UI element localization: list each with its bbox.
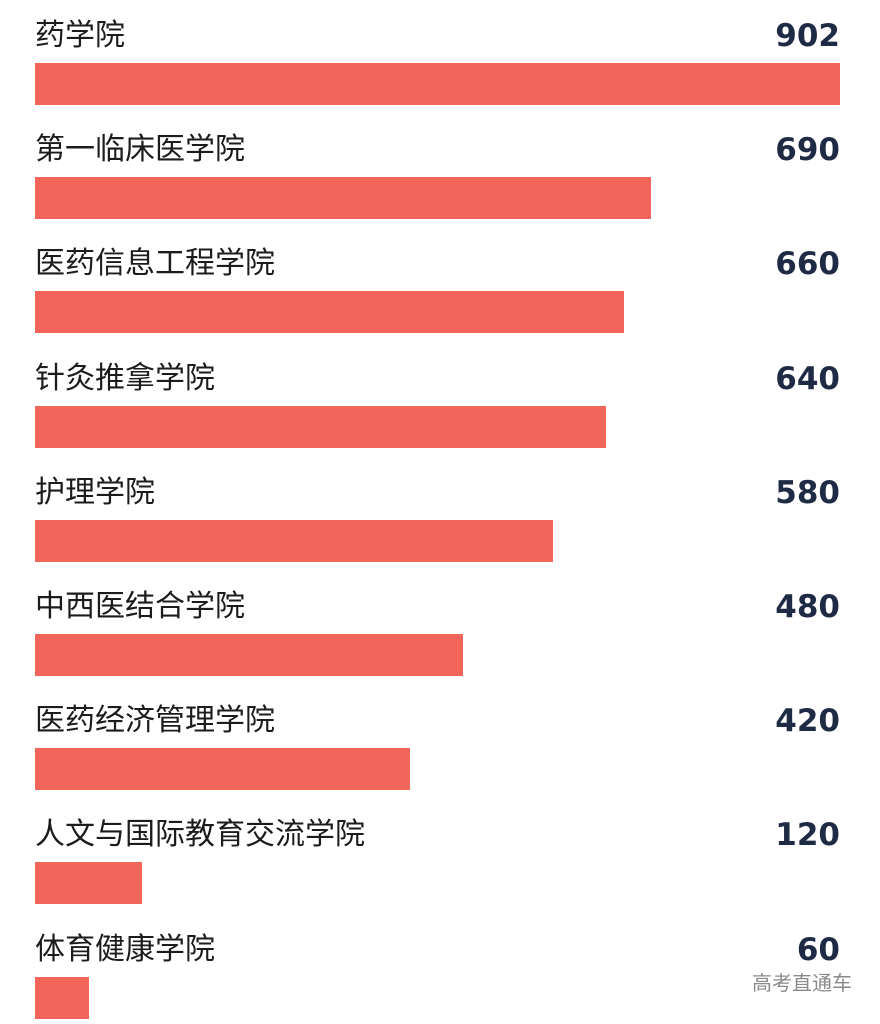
bar-row: 第一临床医学院 690 [35,114,840,220]
category-label: 医药经济管理学院 [35,703,275,739]
value-label: 580 [775,474,840,511]
bar [35,976,89,1019]
value-label: 640 [775,360,840,397]
bar-row: 药学院 902 [35,0,840,105]
category-label: 护理学院 [35,474,155,510]
category-label: 体育健康学院 [35,931,215,967]
bar [35,405,606,448]
bar [35,177,651,220]
bar [35,748,410,791]
bar-row: 针灸推拿学院 640 [35,343,840,448]
bar [35,291,624,334]
bar-row: 护理学院 580 [35,457,840,562]
category-label: 医药信息工程学院 [35,246,275,282]
category-label: 人文与国际教育交流学院 [35,817,365,853]
value-label: 120 [775,817,840,854]
bar [35,63,840,105]
bar [35,862,142,905]
category-label: 第一临床医学院 [35,132,245,168]
value-label: 480 [775,589,840,625]
category-label: 中西医结合学院 [35,589,245,624]
bar [35,634,463,676]
category-label: 药学院 [35,18,125,53]
watermark: 高考直通车 [752,971,852,995]
value-label: 902 [775,18,840,54]
bar-row: 医药经济管理学院 420 [35,685,840,791]
bar-row: 人文与国际教育交流学院 120 [35,799,840,905]
bar-row: 中西医结合学院 480 [35,571,840,676]
category-label: 针灸推拿学院 [35,360,215,396]
bar-row: 体育健康学院 60 [35,914,840,1019]
value-label: 690 [775,132,840,169]
bar [35,519,553,562]
bar-row: 医药信息工程学院 660 [35,228,840,334]
value-label: 660 [775,246,840,283]
value-label: 420 [775,703,840,740]
value-label: 60 [796,931,840,968]
